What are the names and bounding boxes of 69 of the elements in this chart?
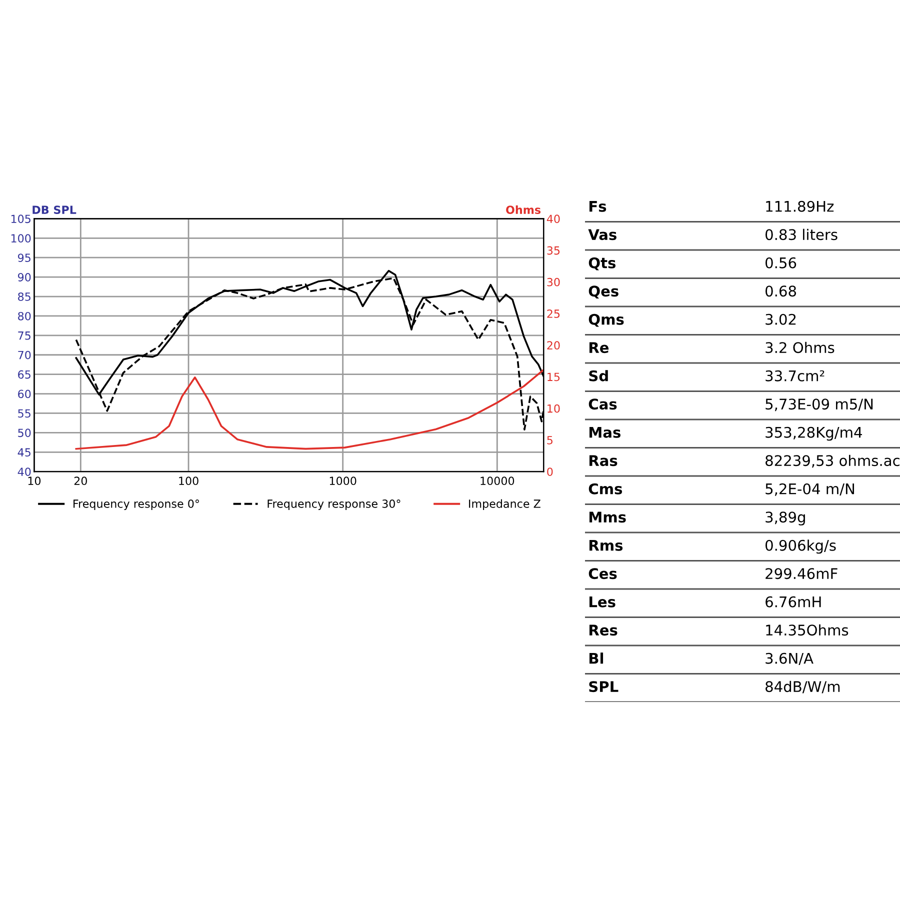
y-tick-label: 80: [18, 312, 31, 320]
y2-tick-label: 30: [547, 278, 560, 286]
y-tick-label: 45: [18, 448, 30, 457]
text: 6.76mH: [766, 596, 821, 608]
y2-tick-label: 25: [547, 310, 560, 318]
y-tick-label: 100: [11, 234, 31, 243]
category-label: Cms: [588, 483, 622, 494]
category-label: SPL: [589, 681, 618, 692]
text: 3.6N/A: [766, 652, 814, 666]
y-tick-label: 75: [18, 332, 30, 340]
category-label: Fs: [589, 201, 606, 212]
category-label: Les: [589, 596, 616, 608]
x-tick-label: 10000: [480, 476, 514, 486]
text: 82239,53 ohms.ac: [766, 454, 900, 468]
y2-tick-label: 0: [547, 468, 553, 476]
y-tick-label: 65: [18, 370, 30, 379]
y-tick-label: 95: [18, 254, 30, 262]
text: 14.35Ohms: [766, 624, 848, 636]
legend-label: Frequency response 30°: [268, 500, 400, 510]
x-tick-label: 10: [28, 476, 41, 486]
text: 0.56: [766, 257, 796, 268]
y-tick-label: 105: [11, 214, 30, 224]
y-tick-label: 85: [18, 292, 30, 301]
y-tick-label: 90: [18, 273, 31, 282]
x-tick-label: 1000: [330, 476, 356, 486]
category-label: Re: [589, 342, 609, 354]
y-axis-title: DB SPL: [32, 206, 76, 214]
y2-tick-label: 5: [547, 436, 552, 444]
y-tick-label: 40: [18, 468, 31, 476]
text: 0.68: [766, 286, 796, 297]
category-label: Cas: [588, 398, 617, 410]
category-label: Mas: [589, 427, 620, 438]
category-label: Qms: [588, 314, 624, 327]
text: 0.906kg/s: [766, 540, 836, 554]
category-label: Vas: [588, 229, 616, 240]
y-tick-label: 50: [18, 428, 31, 438]
category-label: Bl: [589, 652, 604, 664]
y-tick-label: 70: [18, 350, 31, 360]
category-label: Ces: [588, 568, 617, 580]
y2-tick-label: 40: [546, 214, 560, 224]
y2-tick-label: 10: [548, 404, 560, 413]
y2-tick-label: 20: [547, 341, 560, 350]
legend-label: Frequency response 0°: [74, 500, 199, 510]
text: 111.89Hz: [766, 200, 834, 212]
x-tick-label: 20: [74, 476, 87, 486]
text: 3,89g: [766, 512, 805, 526]
category-label: Sd: [589, 370, 608, 382]
y2-axis-title: Ohms: [506, 205, 541, 214]
category-label: Res: [589, 624, 618, 636]
text: 0.83 liters: [766, 228, 838, 240]
y2-tick-label: 35: [547, 246, 560, 255]
y-tick-label: 55: [18, 409, 30, 418]
text: 5,2E-04 m/N: [766, 483, 854, 496]
text: 353,28Kg/m4: [766, 426, 862, 441]
y2-tick-label: 15: [548, 372, 560, 382]
legend-label: Impedance Z: [469, 499, 540, 510]
category-label: Ras: [589, 455, 618, 466]
text: 3.02: [766, 314, 796, 325]
y-tick-label: 60: [18, 390, 31, 398]
category-label: Mms: [589, 512, 626, 523]
category-label: Qes: [588, 286, 618, 299]
text: 5,73E-09 m5/N: [766, 398, 873, 412]
category-label: Rms: [589, 540, 623, 551]
text: 84dB/W/m: [766, 680, 840, 694]
text: 299.46mF: [766, 568, 838, 580]
category-label: Qts: [588, 257, 616, 270]
text: 3.2 Ohms: [766, 342, 834, 354]
x-tick-label: 100: [179, 476, 198, 486]
text: 33.7cm²: [766, 370, 824, 382]
